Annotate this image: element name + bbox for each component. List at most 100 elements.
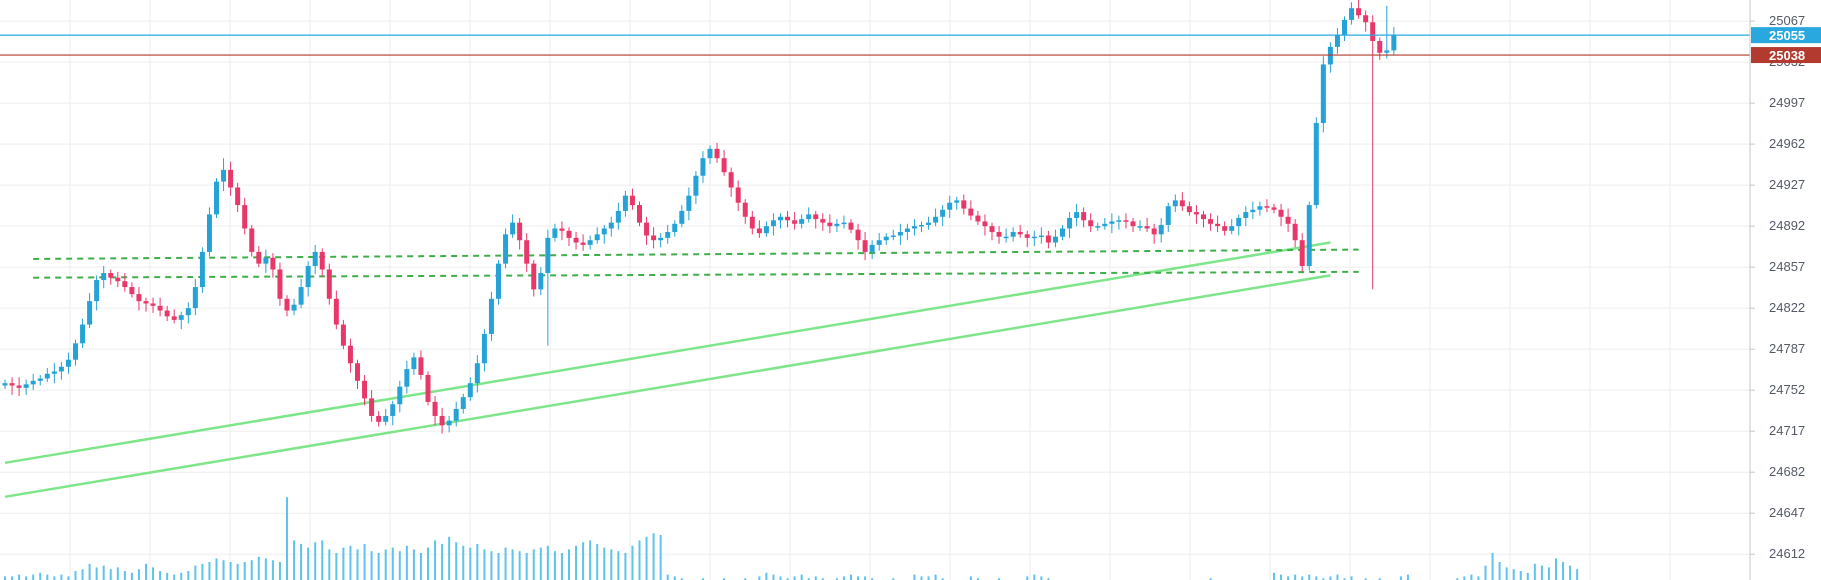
volume-bar xyxy=(490,551,493,580)
candle-body xyxy=(277,269,283,299)
volume-bar xyxy=(455,542,458,580)
candle-body xyxy=(834,223,840,227)
volume-bar xyxy=(532,549,535,580)
volume-bar xyxy=(130,572,133,580)
volume-bar xyxy=(448,536,451,580)
volume-bar xyxy=(1315,576,1318,580)
volume-bar xyxy=(109,569,112,580)
candle-body xyxy=(44,373,50,379)
candle-body xyxy=(665,232,671,238)
volume-bar xyxy=(1456,578,1459,580)
candle-body xyxy=(136,294,142,302)
candle-body xyxy=(1031,236,1037,239)
volume-bar xyxy=(363,544,366,580)
volume-bar xyxy=(1555,558,1557,580)
volume-bar xyxy=(95,567,98,580)
volume-bar xyxy=(1470,574,1473,580)
volume-bar xyxy=(391,547,394,580)
candle-body xyxy=(778,216,783,221)
candle-body xyxy=(122,281,128,288)
candle-body xyxy=(904,228,910,232)
candle-body xyxy=(1102,223,1108,227)
volume-bar xyxy=(786,578,789,580)
volume-bar xyxy=(1209,578,1212,580)
volume-bar xyxy=(603,547,606,580)
volume-bar xyxy=(645,536,648,580)
candle-body xyxy=(890,235,896,238)
candle-body xyxy=(1363,15,1369,23)
volume-bar xyxy=(850,574,852,580)
candle-body xyxy=(1334,35,1340,47)
candle-body xyxy=(467,383,473,398)
candle-body xyxy=(989,226,995,232)
volume-bar xyxy=(779,576,782,580)
candle-body xyxy=(503,234,509,264)
candle-body xyxy=(1377,41,1383,53)
candle-body xyxy=(439,415,445,426)
price-badge-label-level: 25038 xyxy=(1769,48,1805,63)
candle-body xyxy=(94,280,100,302)
volume-bar xyxy=(941,578,944,580)
candle-body xyxy=(820,219,826,223)
volume-bar xyxy=(1491,553,1494,580)
volume-bar xyxy=(772,574,775,580)
candle-body xyxy=(883,236,889,241)
candle-body xyxy=(1201,214,1206,220)
y-tick-label: 24612 xyxy=(1769,546,1805,561)
volume-bar xyxy=(173,574,176,580)
candle-body xyxy=(263,257,269,264)
y-tick-label: 24822 xyxy=(1769,300,1805,315)
candle-body xyxy=(171,316,177,320)
volume-bar xyxy=(892,578,895,580)
volume-bar xyxy=(1343,578,1346,580)
candle-body xyxy=(1151,228,1157,235)
candle-body xyxy=(362,380,368,399)
candle-body xyxy=(101,273,107,281)
volume-bar xyxy=(546,545,549,580)
candle-body xyxy=(637,205,642,223)
volume-bar xyxy=(427,547,429,580)
y-tick-label: 24682 xyxy=(1769,464,1805,479)
candle-body xyxy=(481,333,487,364)
volume-bar xyxy=(32,574,35,580)
y-tick-label: 24997 xyxy=(1769,95,1805,110)
volume-bar xyxy=(560,553,563,580)
price-badge-current xyxy=(1751,27,1821,44)
candle-body xyxy=(418,357,424,375)
volume-bar xyxy=(307,547,310,580)
candle-body xyxy=(926,222,932,225)
volume-bar xyxy=(525,553,528,580)
candle-body xyxy=(644,222,650,236)
trendlines xyxy=(4,241,1359,499)
y-tick-label: 24962 xyxy=(1769,136,1805,151)
volume-bar xyxy=(582,542,585,580)
candle-body xyxy=(629,195,635,206)
volume-bar xyxy=(4,576,6,580)
y-axis[interactable]: 2506725032249972496224927248922485724822… xyxy=(1749,0,1821,580)
volume-bar xyxy=(462,545,465,580)
candle-body xyxy=(862,240,868,252)
volume-bar xyxy=(398,551,401,580)
candle-body xyxy=(178,315,184,320)
volume-bar xyxy=(145,563,147,580)
y-tick-label: 24857 xyxy=(1769,259,1805,274)
candle-body xyxy=(270,257,276,270)
volume-bar xyxy=(483,549,486,580)
candle-body xyxy=(587,240,593,245)
candle-body xyxy=(848,222,854,230)
candle-body xyxy=(87,301,93,325)
volume-bar xyxy=(1562,562,1565,580)
volume-bar xyxy=(497,553,500,580)
candle-body xyxy=(411,357,417,370)
volume-bar xyxy=(1280,574,1283,580)
candle-body xyxy=(1370,22,1376,42)
volume-bar xyxy=(920,576,923,580)
candle-body xyxy=(383,415,389,422)
candle-body xyxy=(1045,235,1051,243)
volume-bar xyxy=(67,576,70,580)
volume-bar xyxy=(441,544,444,580)
volume-bar xyxy=(927,576,930,580)
candle-body xyxy=(1384,50,1390,53)
